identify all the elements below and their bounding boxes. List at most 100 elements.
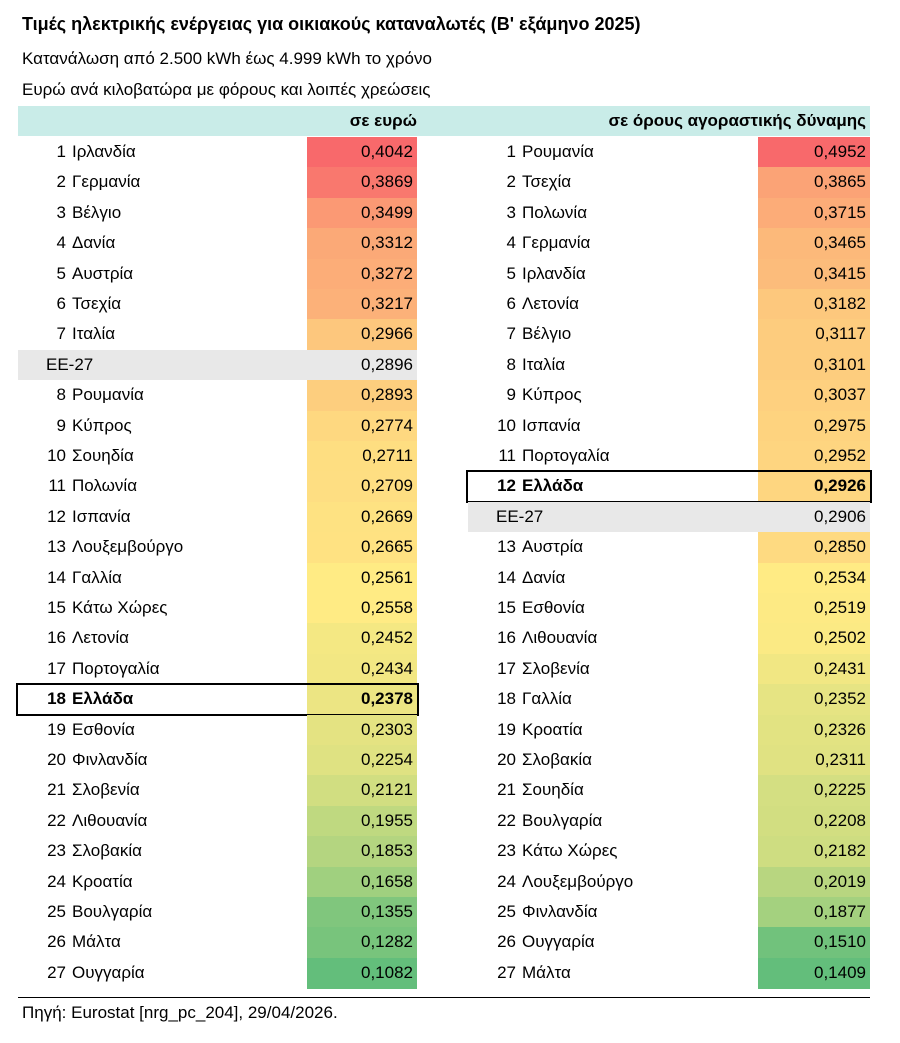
table-row: 13 Λουξεμβούργο 0,2665 bbox=[18, 532, 417, 564]
value-cell: 0,1877 bbox=[758, 897, 870, 928]
country-cell: Κύπρος bbox=[72, 415, 132, 435]
value-cell: 0,2966 bbox=[307, 319, 417, 351]
value-cell: 0,2182 bbox=[758, 836, 870, 868]
rank-cell: 27 bbox=[497, 962, 516, 982]
table-row: 11 Πορτογαλία 0,2952 bbox=[468, 441, 870, 472]
rank-cell: 8 bbox=[56, 385, 66, 405]
highlight-box bbox=[466, 470, 872, 503]
table-row: 6 Τσεχία 0,3217 bbox=[18, 289, 417, 320]
table-row: 2 Γερμανία 0,3869 bbox=[18, 167, 417, 199]
country-cell: Πολωνία bbox=[522, 202, 588, 222]
country-cell: Γαλλία bbox=[522, 689, 572, 709]
country-cell: Γερμανία bbox=[72, 172, 141, 192]
table-row: 15 Κάτω Χώρες 0,2558 bbox=[18, 593, 417, 624]
eu-average-row: ΕΕ-27 0,2896 bbox=[18, 349, 417, 380]
rank-cell: 2 bbox=[56, 172, 66, 192]
table-row: 4 Δανία 0,3312 bbox=[18, 228, 417, 260]
eu-average-row: ΕΕ-27 0,2906 bbox=[468, 501, 870, 532]
table-row: 9 Κύπρος 0,3037 bbox=[468, 380, 870, 412]
country-cell: Βουλγαρία bbox=[72, 902, 153, 921]
rank-cell: 23 bbox=[497, 841, 516, 861]
table-row: 11 Πολωνία 0,2709 bbox=[18, 471, 417, 503]
value-cell: 0,2561 bbox=[307, 562, 417, 594]
table-row: 17 Σλοβενία 0,2431 bbox=[468, 653, 870, 685]
country-cell: Λιθουανία bbox=[522, 628, 598, 648]
table-row: 25 Βουλγαρία 0,1355 bbox=[18, 897, 417, 928]
value-cell: 0,3037 bbox=[758, 380, 870, 412]
value-cell: 0,2926 bbox=[758, 471, 870, 503]
country-cell: Ιταλία bbox=[522, 354, 566, 374]
value-cell: 0,2452 bbox=[307, 623, 417, 655]
value-cell: 0,4042 bbox=[307, 137, 417, 168]
value-cell: 0,2896 bbox=[361, 354, 413, 374]
value-cell: 0,3865 bbox=[758, 167, 870, 199]
table-row: 23 Κάτω Χώρες 0,2182 bbox=[468, 836, 870, 868]
value-cell: 0,2121 bbox=[307, 775, 417, 807]
value-cell: 0,2326 bbox=[758, 714, 870, 746]
value-cell: 0,2774 bbox=[307, 410, 417, 442]
value-cell: 0,2709 bbox=[307, 471, 417, 503]
country-cell: Βέλγιο bbox=[522, 324, 572, 344]
value-cell: 0,2906 bbox=[814, 506, 866, 526]
table-row: 8 Ρουμανία 0,2893 bbox=[18, 380, 417, 412]
rank-cell: 20 bbox=[47, 750, 66, 769]
table-row: 16 Λιθουανία 0,2502 bbox=[468, 623, 870, 655]
value-cell: 0,3101 bbox=[758, 349, 870, 381]
table-row: 18 Γαλλία 0,2352 bbox=[468, 684, 870, 716]
country-cell: Πορτογαλία bbox=[522, 446, 610, 465]
rank-cell: 26 bbox=[497, 932, 516, 952]
table-row: 6 Λετονία 0,3182 bbox=[468, 289, 870, 320]
rank-cell: 9 bbox=[56, 415, 66, 435]
table-row: 10 Σουηδία 0,2711 bbox=[18, 441, 417, 472]
table-row: 19 Εσθονία 0,2303 bbox=[18, 714, 417, 746]
value-cell: 0,2975 bbox=[758, 410, 870, 442]
page-title: Τιμές ηλεκτρικής ενέργειας για οικιακούς… bbox=[22, 14, 641, 34]
rank-cell: 17 bbox=[47, 658, 66, 678]
value-cell: 0,1355 bbox=[307, 897, 417, 928]
rank-cell: 14 bbox=[497, 567, 516, 587]
country-cell: ΕΕ-27 bbox=[46, 354, 94, 374]
subtitle-consumption: Κατανάλωση από 2.500 kWh έως 4.999 kWh τ… bbox=[22, 49, 432, 68]
country-cell: Μάλτα bbox=[72, 932, 121, 952]
table-row: 14 Γαλλία 0,2561 bbox=[18, 562, 417, 594]
rank-cell: 6 bbox=[506, 294, 516, 313]
rank-cell: 25 bbox=[497, 902, 516, 921]
table-row: 7 Βέλγιο 0,3117 bbox=[468, 319, 870, 351]
country-cell: Πολωνία bbox=[72, 476, 138, 496]
country-cell: Σλοβενία bbox=[72, 780, 140, 800]
rank-cell: 1 bbox=[506, 142, 516, 161]
country-cell: Ιρλανδία bbox=[72, 142, 136, 161]
rank-cell: 3 bbox=[56, 202, 66, 222]
country-cell: Γερμανία bbox=[522, 233, 591, 253]
highlight-row-greece: 12 Ελλάδα 0,2926 bbox=[468, 471, 870, 503]
value-cell: 0,1853 bbox=[307, 836, 417, 868]
rank-cell: 10 bbox=[47, 446, 66, 465]
value-cell: 0,1510 bbox=[758, 927, 870, 959]
country-cell: Ρουμανία bbox=[72, 385, 144, 405]
value-cell: 0,3715 bbox=[758, 197, 870, 229]
table-row: 26 Ουγγαρία 0,1510 bbox=[468, 927, 870, 959]
country-cell: Κροατία bbox=[72, 871, 133, 891]
country-cell: Σλοβενία bbox=[522, 658, 590, 678]
country-cell: Τσεχία bbox=[72, 294, 122, 313]
table-row: 20 Σλοβακία 0,2311 bbox=[468, 745, 870, 776]
table-row: 22 Λιθουανία 0,1955 bbox=[18, 805, 417, 837]
country-cell: Κάτω Χώρες bbox=[72, 598, 168, 617]
value-cell: 0,2502 bbox=[758, 623, 870, 655]
value-cell: 0,3272 bbox=[307, 258, 417, 290]
country-cell: Βέλγιο bbox=[72, 202, 122, 222]
country-cell: Γαλλία bbox=[72, 567, 122, 587]
country-cell: Ουγγαρία bbox=[72, 962, 145, 982]
table-row: 5 Ιρλανδία 0,3415 bbox=[468, 258, 870, 290]
country-cell: Ελλάδα bbox=[72, 689, 134, 709]
value-cell: 0,2208 bbox=[758, 805, 870, 837]
country-cell: Λετονία bbox=[72, 628, 129, 648]
bottom-rule bbox=[18, 997, 870, 998]
country-cell: Λιθουανία bbox=[72, 810, 148, 830]
table-row: 12 Ισπανία 0,2669 bbox=[18, 501, 417, 533]
table-row: 2 Τσεχία 0,3865 bbox=[468, 167, 870, 199]
rank-cell: 26 bbox=[47, 932, 66, 952]
country-cell: Λετονία bbox=[522, 294, 579, 313]
rank-cell: 12 bbox=[47, 506, 66, 526]
table-row: 10 Ισπανία 0,2975 bbox=[468, 410, 870, 442]
